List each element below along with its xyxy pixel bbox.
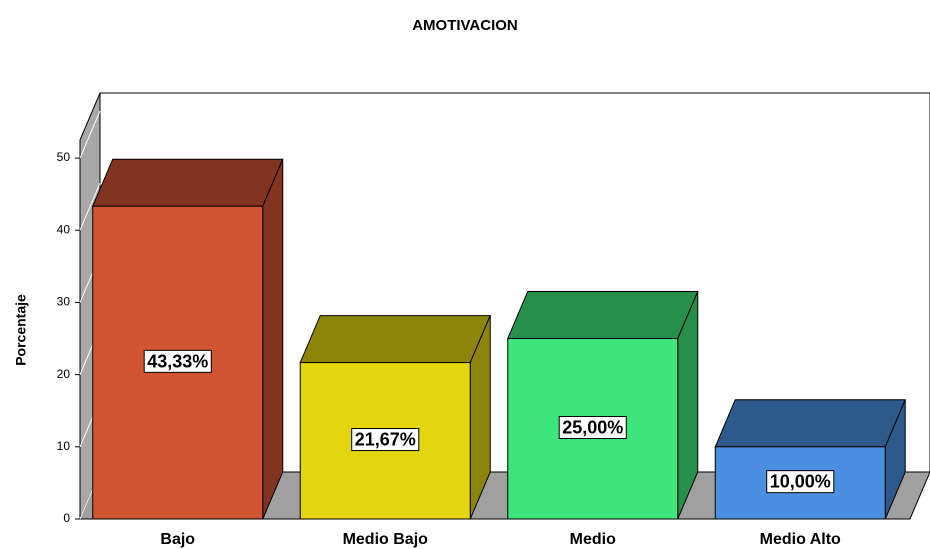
y-tick-label: 0: [63, 511, 70, 525]
data-label-group: 43,33%: [143, 349, 212, 373]
data-label-box: [351, 428, 420, 452]
bar-top: [714, 399, 907, 448]
data-label: 21,67%: [355, 430, 416, 450]
y-tick-label: 30: [57, 295, 71, 309]
chart-title: AMOTIVACION: [412, 17, 518, 34]
bar-top: [299, 315, 492, 364]
bar-side: [262, 159, 284, 520]
y-tick-label: 10: [57, 439, 71, 453]
data-label: 10,00%: [770, 472, 831, 492]
y-tick-label: 20: [57, 367, 71, 381]
y-axis-label: Porcentaje: [13, 294, 29, 366]
x-tick-label: Medio Alto: [760, 531, 841, 548]
grid-line: [79, 183, 101, 231]
data-label-group: 21,67%: [351, 428, 420, 452]
x-tick-label: Bajo: [160, 531, 195, 548]
data-label-box: [143, 349, 212, 373]
y-tick-label: 50: [57, 150, 71, 164]
data-label-box: [766, 470, 835, 494]
data-label: 43,33%: [147, 351, 208, 371]
data-label-group: 10,00%: [766, 470, 835, 494]
data-label-group: 25,00%: [558, 416, 627, 440]
x-tick-label: Medio: [570, 531, 616, 548]
bar-top: [506, 291, 699, 340]
grid-line: [79, 110, 101, 159]
y-tick-label: 40: [57, 222, 71, 236]
bar-top: [91, 158, 284, 207]
data-label-box: [558, 416, 627, 440]
x-tick-label: Medio Bajo: [343, 531, 429, 548]
data-label: 25,00%: [562, 418, 623, 438]
